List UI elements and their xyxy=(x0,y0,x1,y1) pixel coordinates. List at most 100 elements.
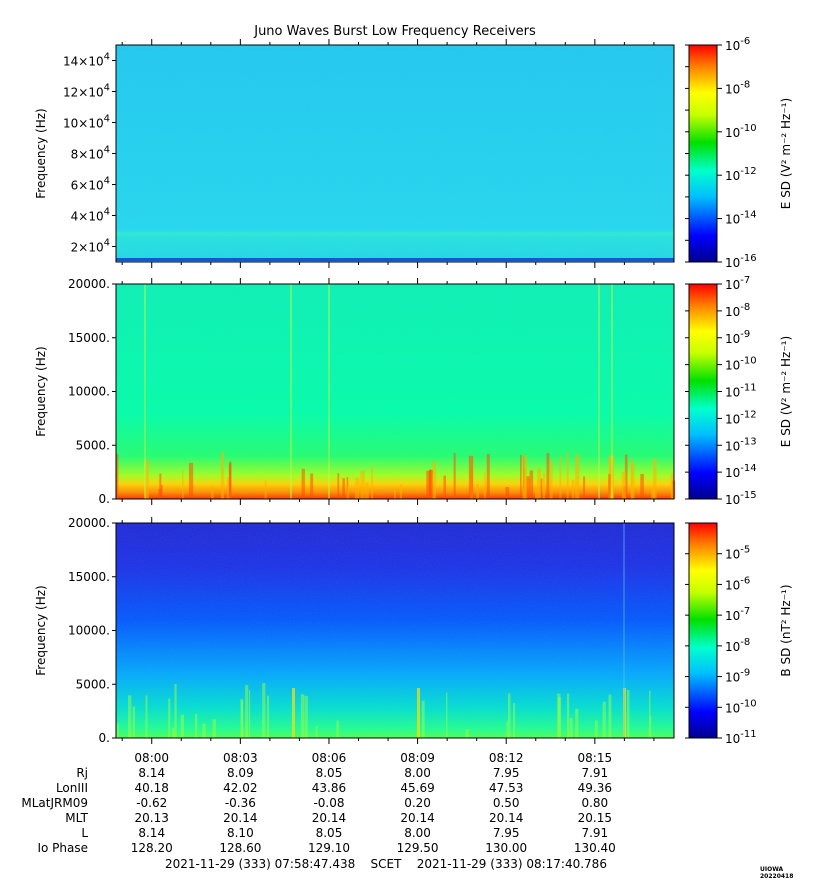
ephemeris-value: 43.86 xyxy=(312,781,346,795)
ephemeris-value: 128.60 xyxy=(219,841,261,855)
emission-burst xyxy=(393,487,396,499)
emission-burst xyxy=(180,714,184,738)
y-tick-label: 10×104 xyxy=(63,114,110,131)
emission-burst xyxy=(626,689,630,738)
footer-scet: SCET xyxy=(370,857,402,871)
emission-burst xyxy=(242,727,244,738)
emission-burst xyxy=(116,723,119,738)
y-tick-label: 15000. xyxy=(68,331,110,345)
emission-burst xyxy=(566,693,570,738)
emission-burst xyxy=(337,473,340,499)
emission-burst xyxy=(559,455,562,499)
y-tick-label: 6×104 xyxy=(71,176,110,193)
emission-burst xyxy=(549,459,553,499)
ephemeris-value: 20.14 xyxy=(223,811,257,825)
colorbar-label: E SD (V² m⁻² Hz⁻¹) xyxy=(779,98,793,209)
emission-burst xyxy=(158,488,162,499)
colorbar-tick-label: 10-8 xyxy=(725,637,750,654)
emission-burst xyxy=(465,729,469,738)
ephemeris-value: 8.00 xyxy=(404,766,431,780)
colorbar-tick-label: 10-12 xyxy=(725,166,757,183)
y-tick-label: 2×104 xyxy=(71,238,110,255)
emission-burst xyxy=(300,694,305,738)
emission-burst xyxy=(486,453,490,499)
emission-burst xyxy=(566,451,569,499)
y-axis-label: Frequency (Hz) xyxy=(34,585,48,676)
emission-burst xyxy=(507,693,511,738)
ephemeris-value: 7.95 xyxy=(493,826,520,840)
ephemeris-value: 20.14 xyxy=(312,811,346,825)
ephemeris-label: MLatJRM09 xyxy=(21,796,88,810)
colorbar-label: B SD (nT² Hz⁻¹) xyxy=(779,584,793,676)
y-axis-label: Frequency (Hz) xyxy=(34,108,48,199)
ephemeris-label: MLT xyxy=(65,811,88,825)
ephemeris-value: 20.14 xyxy=(489,811,523,825)
emission-burst xyxy=(168,698,171,738)
y-tick-label: 10000. xyxy=(68,624,110,638)
ephemeris-value: -0.36 xyxy=(225,796,256,810)
ephemeris-value: 49.36 xyxy=(578,781,612,795)
ephemeris-value: 7.95 xyxy=(493,766,520,780)
emission-burst xyxy=(602,701,606,738)
emission-burst xyxy=(608,473,611,499)
credit-label: UIOWA 20220418 xyxy=(760,866,794,880)
colorbar-tick-label: 10-10 xyxy=(725,698,757,715)
colorbar-tick-label: 10-5 xyxy=(725,545,750,562)
colorbar-tick-label: 10-11 xyxy=(725,729,757,746)
emission-burst xyxy=(159,473,162,499)
emission-burst xyxy=(529,470,534,499)
emission-burst xyxy=(453,453,456,499)
ephemeris-value: 130.40 xyxy=(574,841,616,855)
ephemeris-value: 20.15 xyxy=(578,811,612,825)
colorbar-tick-label: 10-13 xyxy=(725,436,757,453)
emission-burst xyxy=(371,466,373,499)
emission-burst xyxy=(526,476,530,499)
x-tick-label: 08:03 xyxy=(223,751,258,765)
ephemeris-value: 129.10 xyxy=(308,841,350,855)
emission-burst xyxy=(569,718,573,738)
x-tick-label: 08:12 xyxy=(489,751,524,765)
emission-burst xyxy=(546,453,550,499)
colorbar-tick-label: 10-7 xyxy=(725,606,750,623)
emission-burst xyxy=(540,478,543,499)
emission-burst xyxy=(182,470,184,499)
emission-burst xyxy=(537,468,541,499)
colorbar-tick-label: 10-8 xyxy=(725,302,750,319)
emission-burst xyxy=(621,471,626,499)
emission-burst xyxy=(304,695,308,738)
colorbar-tick-label: 10-14 xyxy=(725,463,757,480)
emission-burst xyxy=(583,476,586,499)
emission-burst xyxy=(476,483,480,499)
ephemeris-label: L xyxy=(81,826,88,840)
bright-burst xyxy=(417,688,420,738)
emission-burst xyxy=(571,479,575,499)
ephemeris-label: LonIII xyxy=(56,781,88,795)
panel-3 xyxy=(112,517,722,744)
colorbar-tick-label: 10-15 xyxy=(725,490,757,507)
ephemeris-value: 128.20 xyxy=(131,841,173,855)
panel-1 xyxy=(112,39,722,268)
colorbar-tick-label: 10-9 xyxy=(725,329,750,346)
emission-burst xyxy=(557,693,561,738)
emission-burst xyxy=(171,727,175,738)
emission-burst xyxy=(174,684,177,738)
ephemeris-value: 7.91 xyxy=(581,826,608,840)
ephemeris-value: 0.50 xyxy=(493,796,520,810)
ephemeris-label: Io Phase xyxy=(37,841,88,855)
emission-burst xyxy=(301,468,305,499)
ephemeris-value: 20.13 xyxy=(135,811,169,825)
emission-burst xyxy=(432,461,437,499)
colorbar-label: E SD (V² m⁻² Hz⁻¹) xyxy=(779,336,793,447)
emission-burst xyxy=(262,682,266,738)
time-range-footer: 2021-11-29 (333) 07:58:47.438 SCET 2021-… xyxy=(165,857,607,871)
ephemeris-value: 40.18 xyxy=(135,781,169,795)
x-tick-label: 08:15 xyxy=(578,751,613,765)
emission-burst xyxy=(336,720,339,738)
emission-burst xyxy=(575,708,579,738)
ephemeris-value: 45.69 xyxy=(400,781,434,795)
emission-burst xyxy=(446,692,448,738)
ephemeris-value: 8.05 xyxy=(316,826,343,840)
ephemeris-value: 0.80 xyxy=(581,796,608,810)
emission-burst xyxy=(670,472,675,499)
emission-burst xyxy=(212,719,216,738)
